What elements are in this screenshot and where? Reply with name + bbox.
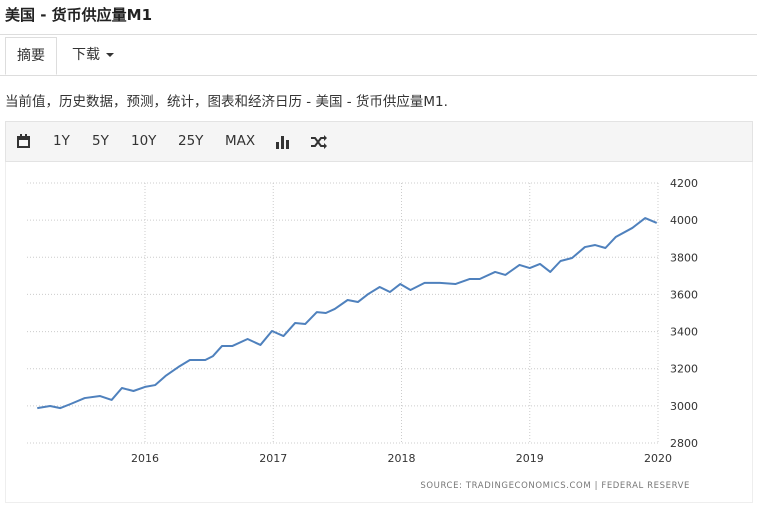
x-tick-label: 2019 <box>516 452 544 465</box>
range-button[interactable]: 10Y <box>131 133 157 149</box>
y-tick-label: 3000 <box>670 400 698 413</box>
x-tick-label: 2020 <box>644 452 672 465</box>
range-button[interactable]: 25Y <box>178 133 204 149</box>
range-button[interactable]: 1Y <box>53 133 70 149</box>
page-title: 美国 - 货币供应量M1 <box>5 6 153 24</box>
bar-icon[interactable] <box>275 134 291 150</box>
source: SOURCE: TRADINGECONOMICS.COM | FEDERAL R… <box>420 481 690 491</box>
shuffle-icon[interactable] <box>310 134 328 150</box>
x-tick-label: 2018 <box>387 452 415 465</box>
y-tick-label: 3200 <box>670 363 698 376</box>
y-tick-label: 2800 <box>670 437 698 450</box>
y-tick-label: 3600 <box>670 288 698 301</box>
y-tick-label: 3800 <box>670 251 698 264</box>
tab-download[interactable]: 下载 <box>72 37 117 75</box>
range-button[interactable]: MAX <box>225 133 256 149</box>
x-tick-label: 2017 <box>259 452 287 465</box>
toolbar <box>5 121 753 162</box>
y-tick-label: 4200 <box>670 177 698 190</box>
y-tick-label: 4000 <box>670 214 698 227</box>
range-button[interactable]: 5Y <box>92 133 109 149</box>
y-tick-label: 3400 <box>670 326 698 339</box>
caret <box>106 53 114 57</box>
divider <box>0 34 757 35</box>
tab-summary[interactable]: 摘要 <box>5 37 57 75</box>
tab-border <box>0 75 757 76</box>
tab-label: 下载 <box>72 47 100 63</box>
calendar-icon[interactable] <box>16 133 32 149</box>
x-tick-label: 2016 <box>131 452 159 465</box>
chart-box <box>5 162 753 503</box>
data-line <box>37 217 658 410</box>
description: 当前值，历史数据，预测，统计，图表和经济日历 - 美国 - 货币供应量M1. <box>5 94 448 110</box>
chart: SOURCE: TRADINGECONOMICS.COM | FEDERAL R… <box>27 177 698 491</box>
